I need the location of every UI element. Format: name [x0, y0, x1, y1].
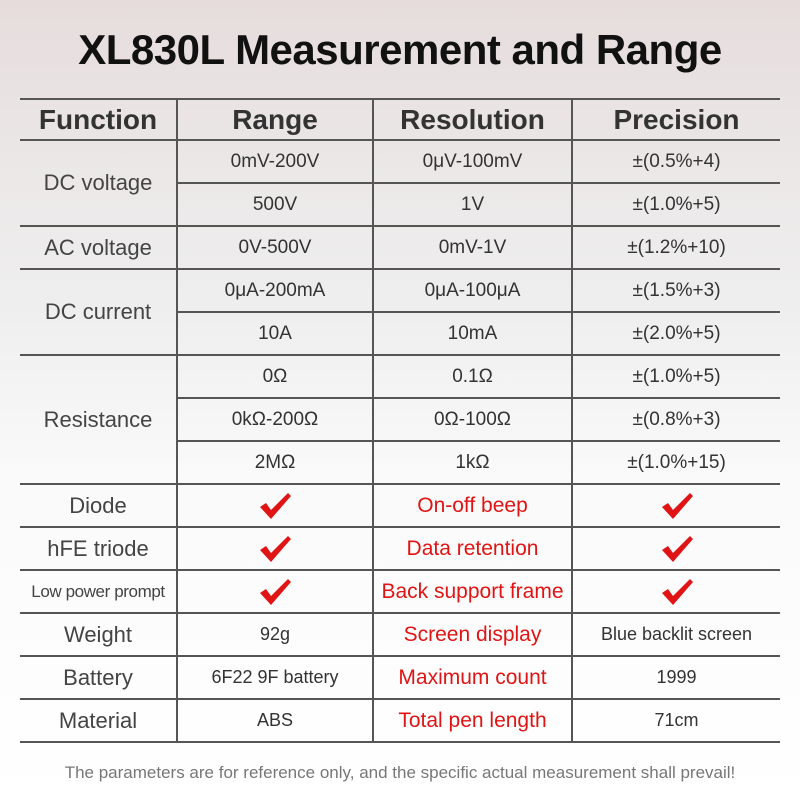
cell: 1999	[571, 655, 780, 700]
function: Low power prompt	[20, 569, 177, 614]
cell: 6F22 9F battery	[176, 655, 373, 700]
spec-table: Function Range Resolution Precision DC v…	[20, 98, 780, 743]
cell: 10mA	[372, 311, 572, 356]
cell: 0.1Ω	[372, 354, 572, 399]
header-cell: Range	[176, 98, 373, 141]
cell: 1V	[372, 182, 572, 227]
header-row: Function Range Resolution Precision	[20, 98, 780, 141]
function: DC voltage	[20, 139, 177, 227]
cell: 0μA-200mA	[176, 268, 373, 313]
function: Weight	[20, 612, 177, 657]
cell: 0mV-1V	[372, 225, 572, 270]
cell: 10A	[176, 311, 373, 356]
check	[571, 569, 780, 614]
cell: 0Ω-100Ω	[372, 397, 572, 442]
function: hFE triode	[20, 526, 177, 571]
header-cell: Function	[20, 98, 177, 141]
cell: ±(1.0%+15)	[571, 440, 780, 485]
function: Diode	[20, 483, 177, 528]
feature: On-off beep	[372, 483, 572, 528]
cell: 92g	[176, 612, 373, 657]
cell: 1kΩ	[372, 440, 572, 485]
function: AC voltage	[20, 225, 177, 270]
title: XL830L Measurement and Range	[78, 26, 722, 73]
cell: 0Ω	[176, 354, 373, 399]
cell: ±(0.8%+3)	[571, 397, 780, 442]
cell: 0μA-100μA	[372, 268, 572, 313]
function: Resistance	[20, 354, 177, 485]
property: Total pen length	[372, 698, 572, 743]
cell: Blue backlit screen	[571, 612, 780, 657]
cell: 500V	[176, 182, 373, 227]
cell: ±(1.2%+10)	[571, 225, 780, 270]
header-cell: Precision	[571, 98, 780, 141]
property: Maximum count	[372, 655, 572, 700]
check	[571, 526, 780, 571]
function: Battery	[20, 655, 177, 700]
property: Screen display	[372, 612, 572, 657]
function: DC current	[20, 268, 177, 356]
function: Material	[20, 698, 177, 743]
cell: ABS	[176, 698, 373, 743]
cell: ±(1.5%+3)	[571, 268, 780, 313]
cell: 0μV-100mV	[372, 139, 572, 184]
cell: 0V-500V	[176, 225, 373, 270]
check	[176, 483, 373, 528]
feature: Data retention	[372, 526, 572, 571]
note: The parameters are for reference only, a…	[64, 763, 736, 782]
cell: ±(0.5%+4)	[571, 139, 780, 184]
cell: ±(1.0%+5)	[571, 354, 780, 399]
feature: Back support frame	[372, 569, 572, 614]
cell: ±(2.0%+5)	[571, 311, 780, 356]
check	[176, 526, 373, 571]
check	[176, 569, 373, 614]
check	[571, 483, 780, 528]
cell: 71cm	[571, 698, 780, 743]
cell: 0mV-200V	[176, 139, 373, 184]
header-cell: Resolution	[372, 98, 572, 141]
cell: ±(1.0%+5)	[571, 182, 780, 227]
cell: 2MΩ	[176, 440, 373, 485]
cell: 0kΩ-200Ω	[176, 397, 373, 442]
